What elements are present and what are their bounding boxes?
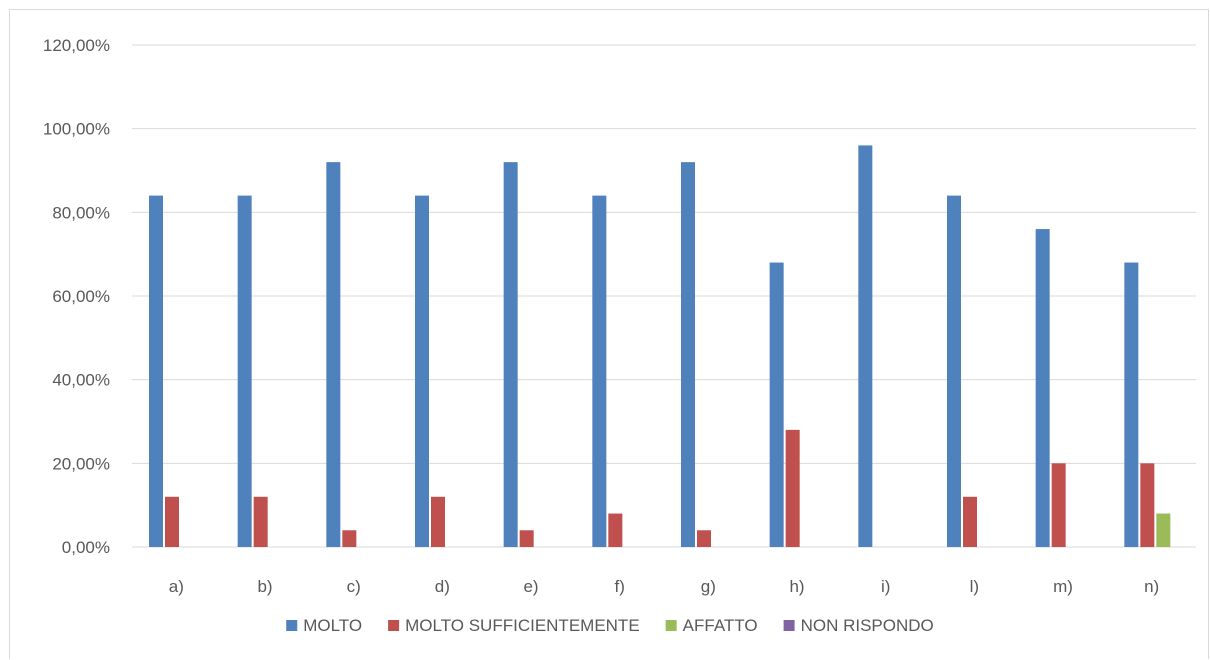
bar-molto xyxy=(592,195,607,547)
legend-swatch xyxy=(388,620,400,631)
bar-molto xyxy=(858,145,873,547)
x-tick-label: l) xyxy=(970,577,979,596)
bar-group xyxy=(769,262,800,547)
bar-molto xyxy=(681,162,695,547)
bar-group xyxy=(503,162,534,547)
bar-molto-sufficientemente xyxy=(519,530,534,547)
bar-molto-sufficientemente xyxy=(697,530,711,547)
bar-group xyxy=(947,195,977,547)
x-tick-label: m) xyxy=(1053,577,1073,596)
legend-swatch xyxy=(783,620,795,631)
x-tick-label: c) xyxy=(347,577,361,596)
bar-molto xyxy=(326,162,341,547)
x-tick-label: f) xyxy=(614,577,624,596)
bar-group xyxy=(415,195,445,547)
legend-label: AFFATTO xyxy=(683,616,758,635)
x-tick-label: n) xyxy=(1144,577,1159,596)
gridlines xyxy=(132,44,1196,548)
y-tick-label: 60,00% xyxy=(52,287,110,306)
legend-item-molto: MOLTO xyxy=(286,616,362,635)
bar-molto xyxy=(769,262,784,547)
bar-molto xyxy=(415,195,429,547)
y-tick-label: 20,00% xyxy=(52,454,110,473)
bar-molto-sufficientemente xyxy=(1051,463,1066,547)
bar-chart: 0,00% 20,00% 40,00% 60,00% 80,00% 100,00% 120,… xyxy=(43,36,1196,635)
legend-item-non-rispondo: NON RISPONDO xyxy=(783,616,934,635)
bar-molto xyxy=(1035,229,1050,548)
bar-molto-sufficientemente xyxy=(963,496,977,547)
x-axis-tick-labels: a) b) c) d) e) f) g) h) i) l) m) n) xyxy=(169,577,1159,596)
y-tick-label: 120,00% xyxy=(43,36,110,55)
legend-label: NON RISPONDO xyxy=(801,616,934,635)
bar-group xyxy=(237,195,268,547)
bar-molto-sufficientemente xyxy=(608,513,623,547)
bar-molto xyxy=(237,195,252,547)
x-tick-label: g) xyxy=(701,577,716,596)
x-tick-label: h) xyxy=(789,577,804,596)
bar-molto-sufficientemente xyxy=(1140,463,1155,547)
y-tick-label: 80,00% xyxy=(52,203,110,222)
legend-item-molto-sufficientemente: MOLTO SUFFICIENTEMENTE xyxy=(388,616,640,635)
y-axis-tick-labels: 0,00% 20,00% 40,00% 60,00% 80,00% 100,00% 120,… xyxy=(43,36,110,557)
legend-swatch xyxy=(665,620,677,631)
bar-molto xyxy=(503,162,518,547)
legend-swatch xyxy=(286,620,298,631)
bar-group xyxy=(1124,262,1171,547)
bar-group xyxy=(1035,229,1066,548)
bar-molto-sufficientemente xyxy=(253,496,268,547)
x-tick-label: i) xyxy=(881,577,890,596)
bar-molto xyxy=(947,195,961,547)
bar-molto xyxy=(1124,262,1139,547)
bar-group xyxy=(681,162,711,547)
legend-item-affatto: AFFATTO xyxy=(665,616,758,635)
bar-affatto xyxy=(1156,513,1171,547)
x-tick-label: e) xyxy=(523,577,538,596)
bar-molto xyxy=(149,195,163,547)
bar-group xyxy=(858,145,873,547)
bar-molto-sufficientemente xyxy=(431,496,445,547)
bar-molto-sufficientemente xyxy=(785,429,800,547)
bar-group xyxy=(149,195,179,547)
y-tick-label: 40,00% xyxy=(52,371,110,390)
legend: MOLTO MOLTO SUFFICIENTEMENTE AFFATTO NON RI… xyxy=(286,616,934,635)
y-tick-label: 0,00% xyxy=(62,538,110,557)
bars xyxy=(149,145,1171,548)
bar-molto-sufficientemente xyxy=(165,496,179,547)
bar-group xyxy=(326,162,357,547)
x-tick-label: b) xyxy=(257,577,272,596)
legend-label: MOLTO xyxy=(303,616,362,635)
x-tick-label: d) xyxy=(435,577,450,596)
chart-frame: 0,00% 20,00% 40,00% 60,00% 80,00% 100,00% 120,… xyxy=(9,9,1209,659)
y-tick-label: 100,00% xyxy=(43,120,110,139)
bar-group xyxy=(592,195,623,547)
bar-molto-sufficientemente xyxy=(342,530,357,547)
legend-label: MOLTO SUFFICIENTEMENTE xyxy=(405,616,640,635)
x-tick-label: a) xyxy=(169,577,184,596)
